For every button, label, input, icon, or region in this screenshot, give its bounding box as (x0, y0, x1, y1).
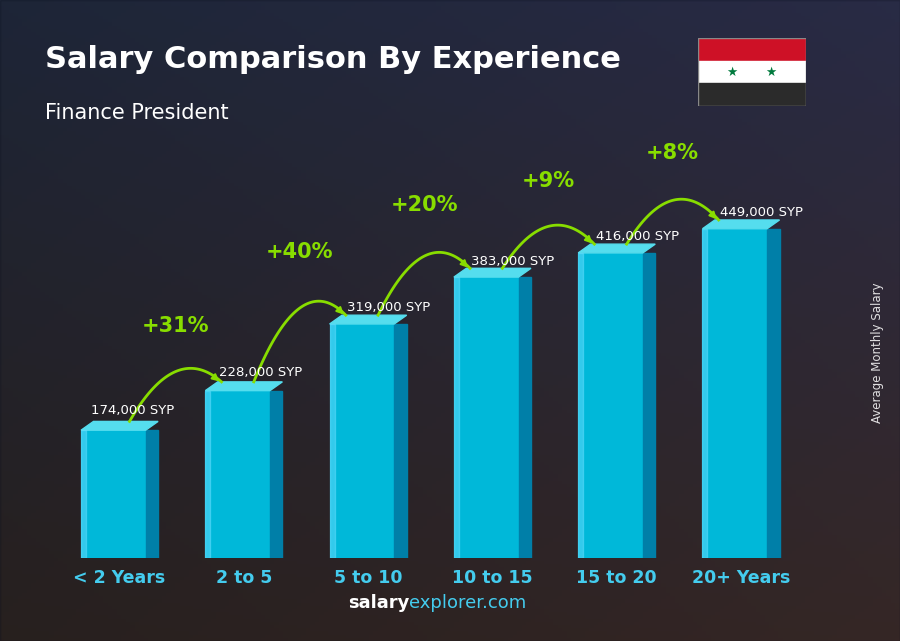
FancyBboxPatch shape (329, 324, 394, 558)
Polygon shape (205, 382, 283, 390)
Bar (698, 61, 806, 83)
Bar (698, 38, 806, 61)
Text: 228,000 SYP: 228,000 SYP (219, 366, 302, 379)
Polygon shape (81, 421, 158, 430)
FancyBboxPatch shape (703, 229, 767, 558)
Text: 174,000 SYP: 174,000 SYP (91, 404, 175, 417)
Polygon shape (518, 277, 531, 558)
Polygon shape (767, 229, 779, 558)
FancyBboxPatch shape (454, 277, 518, 558)
Polygon shape (81, 430, 86, 558)
FancyBboxPatch shape (205, 390, 270, 558)
Polygon shape (329, 315, 407, 324)
Polygon shape (643, 253, 655, 558)
Text: 416,000 SYP: 416,000 SYP (596, 230, 679, 244)
Text: explorer.com: explorer.com (410, 594, 526, 612)
Text: +40%: +40% (266, 242, 334, 262)
Text: salary: salary (348, 594, 410, 612)
Text: ★: ★ (726, 65, 737, 79)
Text: +20%: +20% (391, 195, 458, 215)
Polygon shape (146, 430, 158, 558)
Text: +9%: +9% (522, 171, 575, 190)
Polygon shape (703, 229, 707, 558)
Polygon shape (394, 324, 407, 558)
Text: ★: ★ (766, 65, 777, 79)
Polygon shape (578, 253, 583, 558)
Text: Average Monthly Salary: Average Monthly Salary (871, 282, 884, 423)
Text: Salary Comparison By Experience: Salary Comparison By Experience (45, 45, 621, 74)
Text: +8%: +8% (646, 143, 699, 163)
Polygon shape (454, 277, 459, 558)
Text: Finance President: Finance President (45, 103, 229, 122)
FancyBboxPatch shape (578, 253, 643, 558)
Polygon shape (578, 244, 655, 253)
Polygon shape (703, 220, 779, 229)
Polygon shape (205, 390, 211, 558)
Polygon shape (270, 390, 283, 558)
Text: 319,000 SYP: 319,000 SYP (347, 301, 430, 313)
Text: 449,000 SYP: 449,000 SYP (720, 206, 803, 219)
Text: +31%: +31% (142, 316, 210, 336)
Text: 383,000 SYP: 383,000 SYP (472, 254, 554, 267)
Polygon shape (454, 269, 531, 277)
Bar (698, 83, 806, 106)
Polygon shape (329, 324, 335, 558)
FancyBboxPatch shape (81, 430, 146, 558)
